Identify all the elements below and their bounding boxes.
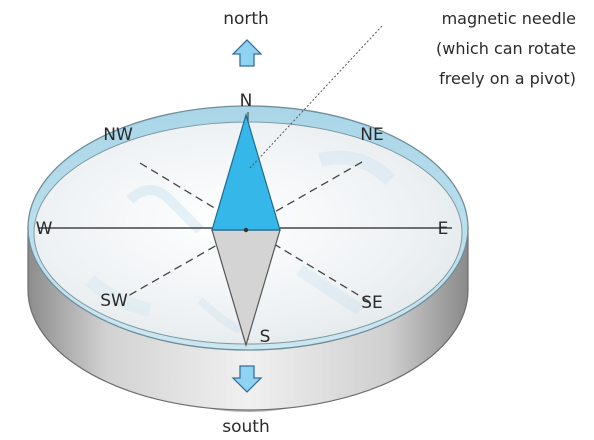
north-label: north (223, 9, 269, 29)
direction-e: E (438, 219, 449, 239)
direction-s: S (260, 327, 271, 347)
north-arrow-icon (231, 39, 263, 67)
direction-sw: SW (100, 291, 128, 311)
glass-reflections (85, 150, 395, 334)
needle-label-line3: freely on a pivot) (439, 69, 576, 88)
south-label: south (222, 417, 269, 437)
south-arrow-icon (231, 365, 263, 393)
direction-ne: NE (360, 125, 383, 145)
needle-pivot (243, 227, 249, 233)
direction-se: SE (361, 293, 383, 313)
needle-leader-line (249, 25, 383, 169)
direction-nw: NW (103, 125, 133, 145)
needle-label-line2: (which can rotate (436, 39, 576, 58)
direction-w: W (36, 219, 53, 239)
needle-label-line1: magnetic needle (442, 9, 576, 28)
direction-n: N (240, 91, 253, 111)
